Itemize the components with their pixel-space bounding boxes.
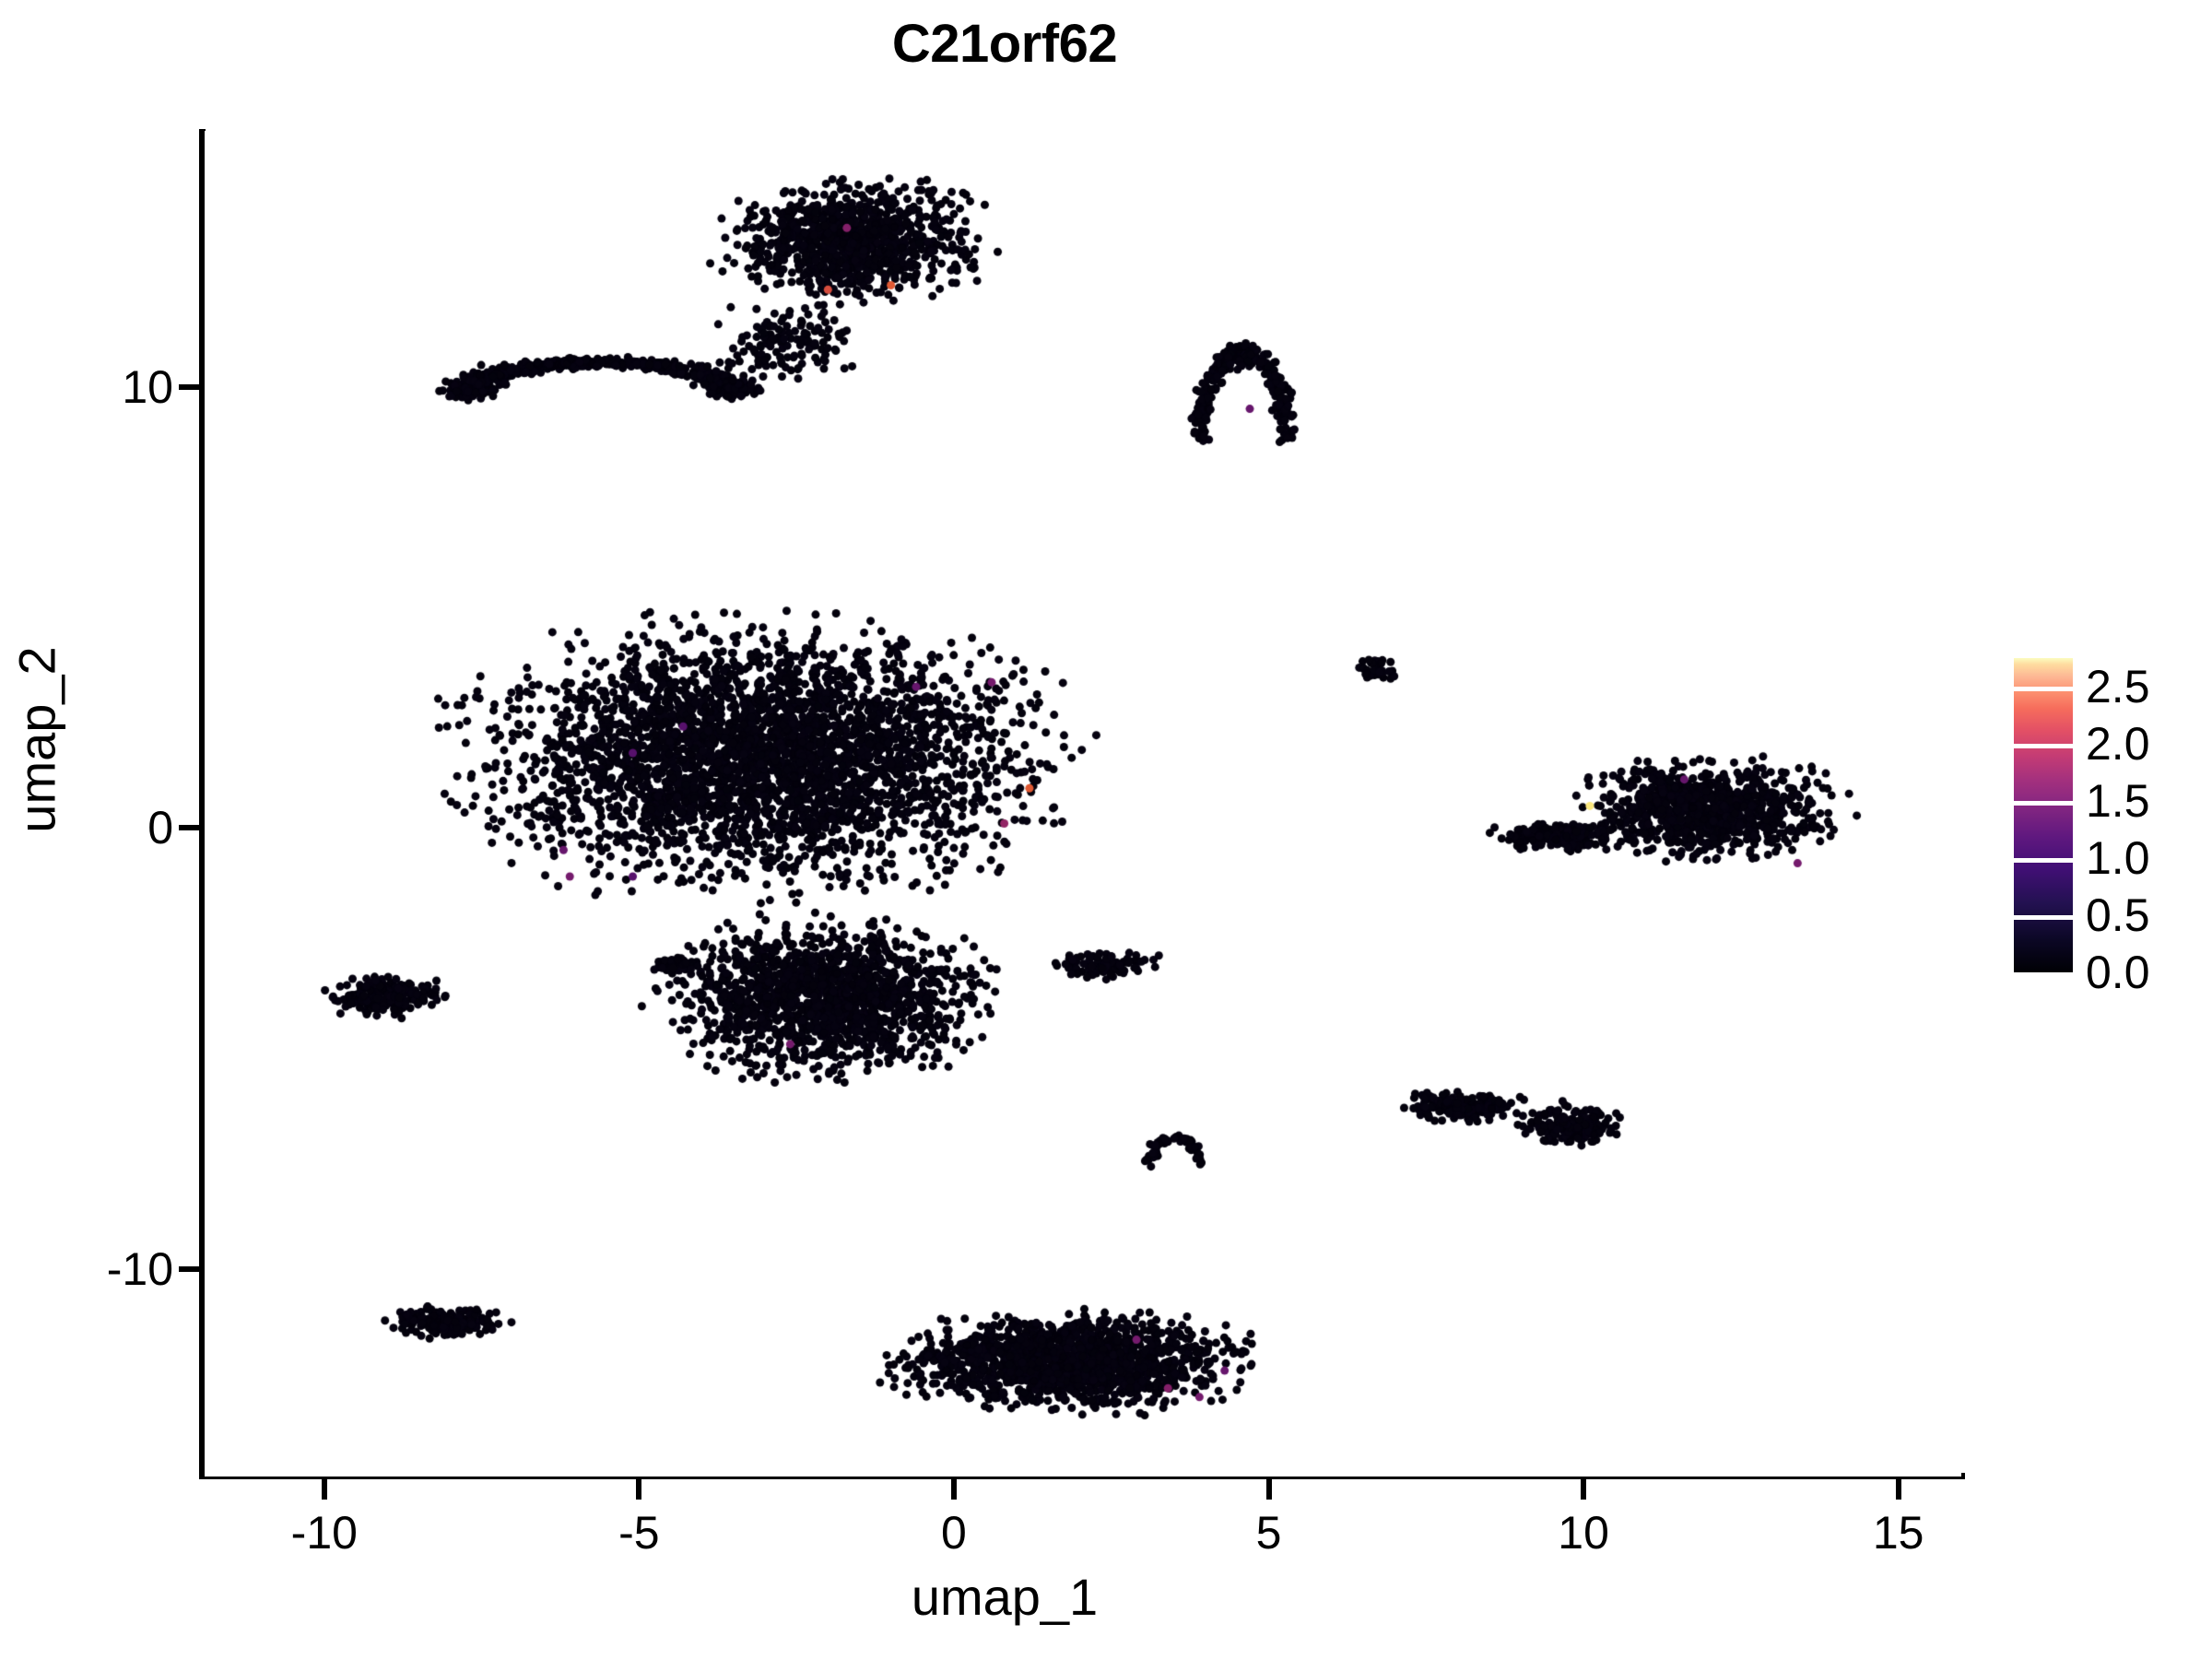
y-tick-label: 0 — [147, 802, 173, 854]
x-tick-mark — [1895, 1479, 1901, 1500]
y-tick-mark — [179, 825, 199, 831]
colorbar-tick — [2014, 915, 2073, 920]
colorbar-tick — [2014, 744, 2073, 748]
x-tick-mark — [1581, 1479, 1587, 1500]
y-tick-label: 10 — [122, 360, 173, 413]
y-tick-mark — [179, 1266, 199, 1273]
x-tick-label: 0 — [941, 1507, 967, 1559]
x-tick-label: -5 — [618, 1507, 660, 1559]
y-tick-mark — [179, 383, 199, 390]
colorbar-tick-label: 2.5 — [2086, 661, 2150, 712]
x-tick-mark — [1265, 1479, 1272, 1500]
x-tick-label: -10 — [290, 1507, 358, 1559]
colorbar-legend: 2.5 2.0 1.5 1.0 0.5 0.0 — [2014, 658, 2150, 998]
colorbar-tick — [2014, 801, 2073, 806]
y-axis-label: umap_2 — [7, 646, 66, 833]
colorbar-tick-label: 0.5 — [2086, 889, 2150, 941]
colorbar-tick — [2014, 687, 2073, 691]
x-tick-label: 15 — [1872, 1507, 1924, 1559]
colorbar-gradient — [2014, 658, 2073, 972]
x-tick-mark — [950, 1479, 957, 1500]
colorbar-tick-label: 2.0 — [2086, 718, 2150, 770]
scatter-plot-area — [205, 131, 1961, 1477]
x-tick-label: 5 — [1255, 1507, 1282, 1559]
y-tick-label: -10 — [106, 1243, 173, 1296]
colorbar-tick-label: 1.0 — [2086, 832, 2150, 884]
x-axis-label: umap_1 — [911, 1568, 1099, 1626]
y-axis-line — [199, 129, 206, 1478]
colorbar-tick-label: 1.5 — [2086, 775, 2150, 827]
x-tick-mark — [636, 1479, 642, 1500]
scatter-point-canvas — [205, 131, 1961, 1477]
colorbar-tick-label: 0.0 — [2086, 947, 2150, 998]
x-tick-label: 10 — [1558, 1507, 1609, 1559]
page-title: C21orf62 — [891, 14, 1118, 74]
x-tick-mark — [321, 1479, 327, 1500]
colorbar-tick — [2014, 858, 2073, 863]
